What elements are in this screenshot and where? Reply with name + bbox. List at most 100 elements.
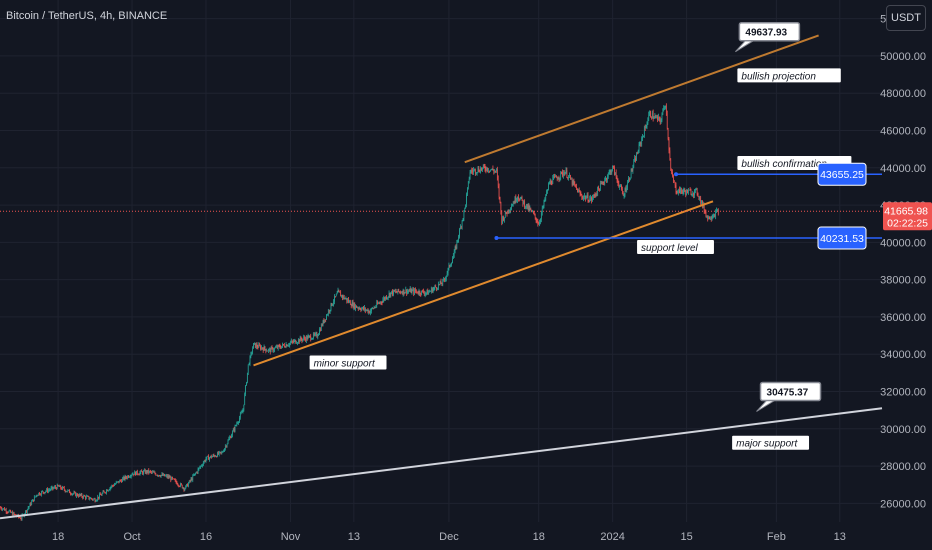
candle-body <box>60 485 62 489</box>
candle-body <box>246 382 247 386</box>
time-tick-label: Oct <box>123 531 140 543</box>
candle-body <box>502 217 503 223</box>
candle-body <box>682 191 684 193</box>
candle-body <box>0 507 2 509</box>
candle-body <box>203 460 205 463</box>
price-axis[interactable]: 26000.00 28000.00 30000.00 32000.00 34000.00… <box>880 14 926 511</box>
candle-body <box>423 290 424 293</box>
candle-body <box>673 180 675 183</box>
candle-body <box>561 171 562 173</box>
candle-body <box>194 473 195 476</box>
candle-body <box>95 500 97 502</box>
candle-body <box>622 188 623 194</box>
candle-body <box>216 456 217 458</box>
candle-body <box>186 484 187 486</box>
candle-body <box>650 111 651 117</box>
candle-body <box>342 295 344 298</box>
candle-body <box>343 295 345 299</box>
candle-body <box>33 499 34 502</box>
candle-body <box>10 510 11 513</box>
candle-body <box>642 136 643 139</box>
price-tick-label: 28000.00 <box>880 461 926 473</box>
candle-body <box>598 187 599 189</box>
candle-body <box>193 475 194 477</box>
candle-body <box>322 320 324 326</box>
candle-body <box>417 293 419 294</box>
candle-body <box>454 246 456 252</box>
candle-body <box>460 226 461 230</box>
candle-body <box>582 197 584 199</box>
candle-body <box>78 494 80 497</box>
candle-body <box>160 475 162 477</box>
annotations: bullish projection bullish confirmation su… <box>309 21 852 450</box>
candle-body <box>484 166 486 170</box>
candle-body <box>489 170 490 172</box>
candle-body <box>188 480 190 484</box>
candle-body <box>433 287 435 290</box>
candle-body <box>200 465 201 468</box>
candle-body <box>401 292 402 294</box>
candle-body <box>63 487 64 488</box>
candle-body <box>123 477 125 480</box>
candle-body <box>170 477 172 481</box>
candle-body <box>126 477 128 479</box>
time-tick-label: Nov <box>281 531 301 543</box>
candle-body <box>146 470 148 473</box>
price-tick-label: 34000.00 <box>880 349 926 361</box>
candle-body <box>560 171 562 178</box>
candle-body <box>242 410 244 412</box>
candle-body <box>416 291 417 293</box>
candle-body <box>548 184 549 191</box>
candle-body <box>684 189 686 192</box>
candle-body <box>652 112 654 119</box>
candle-body <box>116 481 118 483</box>
time-axis[interactable]: 18 Oct 16 Nov 13 Dec 18 2024 15 Feb 13 <box>52 531 846 543</box>
price-tick-label: 46000.00 <box>880 126 926 138</box>
candle-body <box>541 207 543 214</box>
candle-body <box>600 183 601 191</box>
candle-body <box>599 188 600 191</box>
currency-button[interactable]: USDT <box>886 5 926 31</box>
candle-body <box>482 167 483 170</box>
candle-body <box>292 341 294 343</box>
candle-body <box>434 286 436 288</box>
candle-body <box>687 189 688 194</box>
candle-body <box>460 226 462 228</box>
candle-body <box>21 515 23 520</box>
candle-body <box>471 170 473 172</box>
candle-body <box>390 292 392 297</box>
candle-body <box>72 493 74 495</box>
candle-body <box>655 116 657 118</box>
candle-body <box>151 471 153 473</box>
candle-body <box>226 443 228 447</box>
candle-body <box>254 342 256 348</box>
candle-body <box>442 279 444 285</box>
candle-body <box>304 337 305 339</box>
candle-body <box>335 294 337 297</box>
candle-body <box>262 347 263 349</box>
candle-body <box>388 293 390 297</box>
candle-body <box>241 411 243 413</box>
candle-body <box>527 205 529 209</box>
candle-body <box>20 518 22 520</box>
candle-body <box>70 493 72 495</box>
candle-body <box>438 284 440 285</box>
candle-body <box>715 211 716 217</box>
candle-body <box>626 187 628 192</box>
candle-body <box>156 475 157 476</box>
price-tick-label: 32000.00 <box>880 387 926 399</box>
candle-body <box>335 296 336 298</box>
candle-body <box>620 185 621 187</box>
candle-body <box>409 288 411 292</box>
candle-body <box>467 187 468 195</box>
candle-body <box>625 188 627 192</box>
callout-text: 49637.93 <box>745 28 787 39</box>
candle-body <box>695 189 696 191</box>
candle-body <box>641 138 642 144</box>
candle-body <box>88 496 90 500</box>
axis-price-tag-text: 40231.53 <box>820 233 864 245</box>
candle-body <box>109 487 111 490</box>
candle-body <box>514 197 516 204</box>
candle-body <box>198 467 200 469</box>
